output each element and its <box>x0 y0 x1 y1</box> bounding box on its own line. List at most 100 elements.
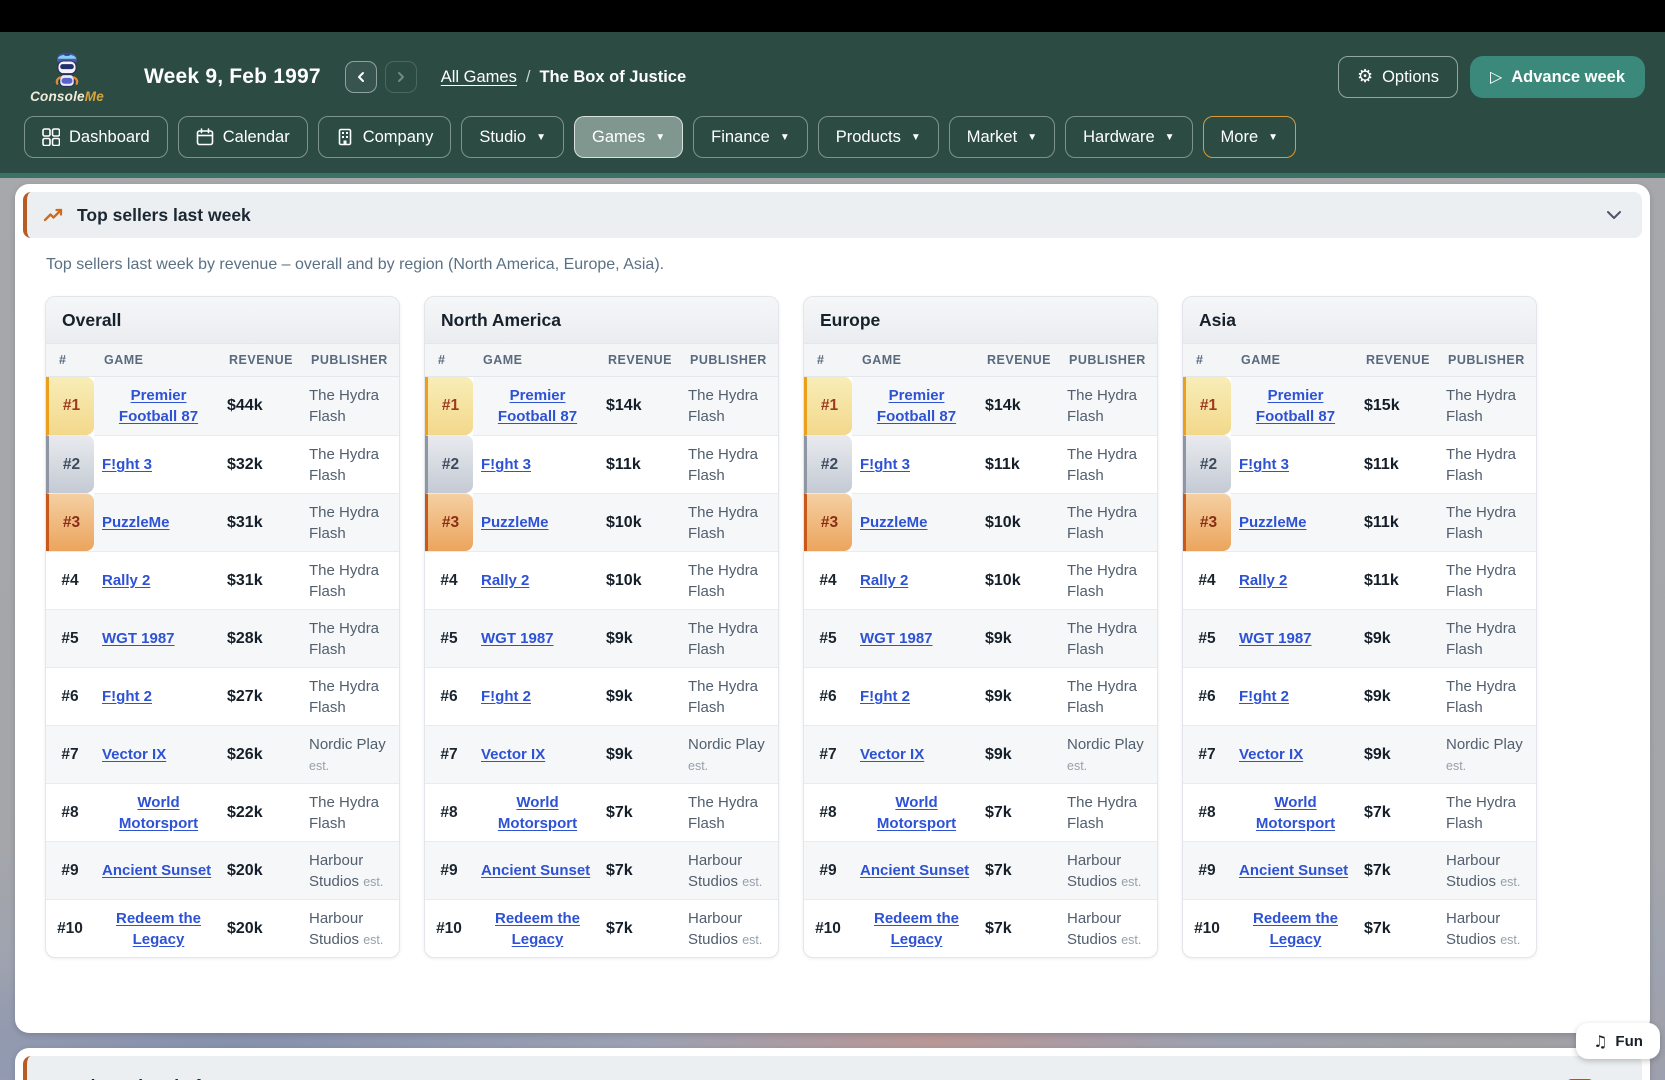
revenue-value: $27k <box>219 667 301 725</box>
nav-studio-button[interactable]: Studio ▼ <box>461 116 565 158</box>
week-label: Week 9, Feb 1997 <box>144 65 321 88</box>
game-link[interactable]: PuzzleMe <box>860 514 928 531</box>
next-week-button[interactable] <box>384 61 417 93</box>
game-link[interactable]: World Motorsport <box>118 793 199 832</box>
game-link[interactable]: WGT 1987 <box>102 630 175 647</box>
game-link[interactable]: F!ght 2 <box>1239 688 1289 705</box>
game-link[interactable]: Rally 2 <box>481 572 530 589</box>
game-link[interactable]: Vector IX <box>1239 746 1304 763</box>
fun-button[interactable]: ♫ Fun <box>1576 1023 1660 1059</box>
region-title: North America <box>425 297 778 344</box>
nav-more-button[interactable]: More ▼ <box>1202 116 1297 158</box>
game-link[interactable]: World Motorsport <box>497 793 578 832</box>
grid-icon <box>42 128 60 146</box>
caret-down-icon: ▼ <box>779 131 790 143</box>
nav-hardware-button[interactable]: Hardware ▼ <box>1065 116 1193 158</box>
table-row: #7 Vector IX $9k Nordic Play est. <box>425 725 778 783</box>
rank-badge: #2 <box>804 435 852 493</box>
revenue-value: $7k <box>977 783 1059 841</box>
revenue-value: $11k <box>1356 493 1438 551</box>
game-link[interactable]: PuzzleMe <box>1239 514 1307 531</box>
table-row: #1 Premier Football 87 $14k The Hydra Fl… <box>804 377 1157 435</box>
game-link[interactable]: Ancient Sunset <box>481 862 591 879</box>
table-row: #3 PuzzleMe $10k The Hydra Flash <box>804 493 1157 551</box>
game-link[interactable]: F!ght 2 <box>102 688 152 705</box>
rank-badge: #9 <box>1183 841 1231 899</box>
game-link[interactable]: Ancient Sunset <box>860 862 970 879</box>
publisher-value: The Hydra Flash <box>301 493 399 551</box>
game-link[interactable]: Vector IX <box>860 746 925 763</box>
top-sellers-header[interactable]: Top sellers last week <box>23 192 1642 238</box>
app-logo[interactable]: ConsoleMe <box>24 51 110 104</box>
game-link[interactable]: Rally 2 <box>1239 572 1288 589</box>
game-link[interactable]: WGT 1987 <box>1239 630 1312 647</box>
game-link[interactable]: WGT 1987 <box>860 630 933 647</box>
nav-calendar-button[interactable]: Calendar <box>177 116 308 158</box>
nav-games-button[interactable]: Games ▼ <box>574 116 684 158</box>
calendar-icon <box>196 128 214 146</box>
region-title: Asia <box>1183 297 1536 344</box>
game-link[interactable]: Ancient Sunset <box>102 862 212 879</box>
rank-badge: #2 <box>1183 435 1231 493</box>
game-link[interactable]: Rally 2 <box>102 572 151 589</box>
game-link[interactable]: WGT 1987 <box>481 630 554 647</box>
game-link[interactable]: Premier Football 87 <box>876 387 957 425</box>
publisher-value: The Hydra Flash <box>688 387 759 425</box>
nav-finance-button[interactable]: Finance ▼ <box>693 116 808 158</box>
game-link[interactable]: Vector IX <box>481 746 546 763</box>
table-row: #2 F!ght 3 $32k The Hydra Flash <box>46 435 399 493</box>
table-row: #6 F!ght 2 $9k The Hydra Flash <box>1183 667 1536 725</box>
game-link[interactable]: PuzzleMe <box>481 514 549 531</box>
game-link[interactable]: F!ght 3 <box>860 456 910 473</box>
publisher-value: The Hydra Flash <box>301 551 399 609</box>
play-icon: ▷ <box>1489 67 1503 86</box>
publisher-value: The Hydra Flash <box>1446 387 1517 425</box>
table-header-row: # GAME REVENUE PUBLISHER <box>425 344 778 377</box>
game-link[interactable]: Ancient Sunset <box>1239 862 1349 879</box>
previous-week-button[interactable] <box>344 61 377 93</box>
nav-market-button[interactable]: Market ▼ <box>948 116 1056 158</box>
game-link[interactable]: Redeem the Legacy <box>115 909 202 948</box>
column-header-publisher: PUBLISHER <box>1438 344 1536 377</box>
game-link[interactable]: World Motorsport <box>1255 793 1336 832</box>
revenue-value: $7k <box>1356 783 1438 841</box>
game-link[interactable]: F!ght 3 <box>102 456 152 473</box>
revenue-value: $7k <box>598 783 680 841</box>
game-link[interactable]: Premier Football 87 <box>118 387 199 425</box>
table-row: #8 World Motorsport $7k The Hydra Flash <box>425 783 778 841</box>
game-link[interactable]: F!ght 2 <box>481 688 531 705</box>
nav-products-button[interactable]: Products ▼ <box>817 116 939 158</box>
rank-badge: #7 <box>1183 725 1231 783</box>
region-card: Asia # GAME REVENUE PUBLISHER #1 Premier Fo… <box>1182 296 1537 958</box>
rank-badge: #1 <box>46 377 94 435</box>
game-link[interactable]: Vector IX <box>102 746 167 763</box>
nav-dashboard-button[interactable]: Dashboard <box>24 116 168 158</box>
game-link[interactable]: Rally 2 <box>860 572 909 589</box>
options-button[interactable]: ⚙ Options <box>1337 56 1458 98</box>
game-link[interactable]: F!ght 3 <box>481 456 531 473</box>
nav-company-button[interactable]: Company <box>317 116 452 158</box>
game-link[interactable]: PuzzleMe <box>102 514 170 531</box>
column-header-publisher: PUBLISHER <box>301 344 399 377</box>
rank-badge: #4 <box>1183 551 1231 609</box>
game-link[interactable]: F!ght 2 <box>860 688 910 705</box>
estimate-label: est. <box>363 932 384 947</box>
breadcrumb-all-games-link[interactable]: All Games <box>440 67 517 86</box>
rank-badge: #1 <box>425 377 473 435</box>
game-link[interactable]: Premier Football 87 <box>1255 387 1336 425</box>
game-link[interactable]: World Motorsport <box>876 793 957 832</box>
game-link[interactable]: Redeem the Legacy <box>494 909 581 948</box>
revenue-value: $44k <box>227 397 263 414</box>
game-link[interactable]: Redeem the Legacy <box>873 909 960 948</box>
revenue-value: $22k <box>219 783 301 841</box>
charts-panel-header[interactable]: Charts by platform 15 <box>23 1056 1642 1080</box>
advance-week-button[interactable]: ▷ Advance week <box>1469 56 1645 98</box>
revenue-value: $20k <box>219 841 301 899</box>
trend-icon <box>43 208 63 221</box>
table-row: #10 Redeem the Legacy $7k Harbour Studio… <box>425 899 778 957</box>
game-link[interactable]: Premier Football 87 <box>497 387 578 425</box>
collapse-chevron-icon[interactable] <box>1606 210 1622 220</box>
publisher-value: The Hydra Flash <box>1059 551 1157 609</box>
game-link[interactable]: F!ght 3 <box>1239 456 1289 473</box>
game-link[interactable]: Redeem the Legacy <box>1252 909 1339 948</box>
